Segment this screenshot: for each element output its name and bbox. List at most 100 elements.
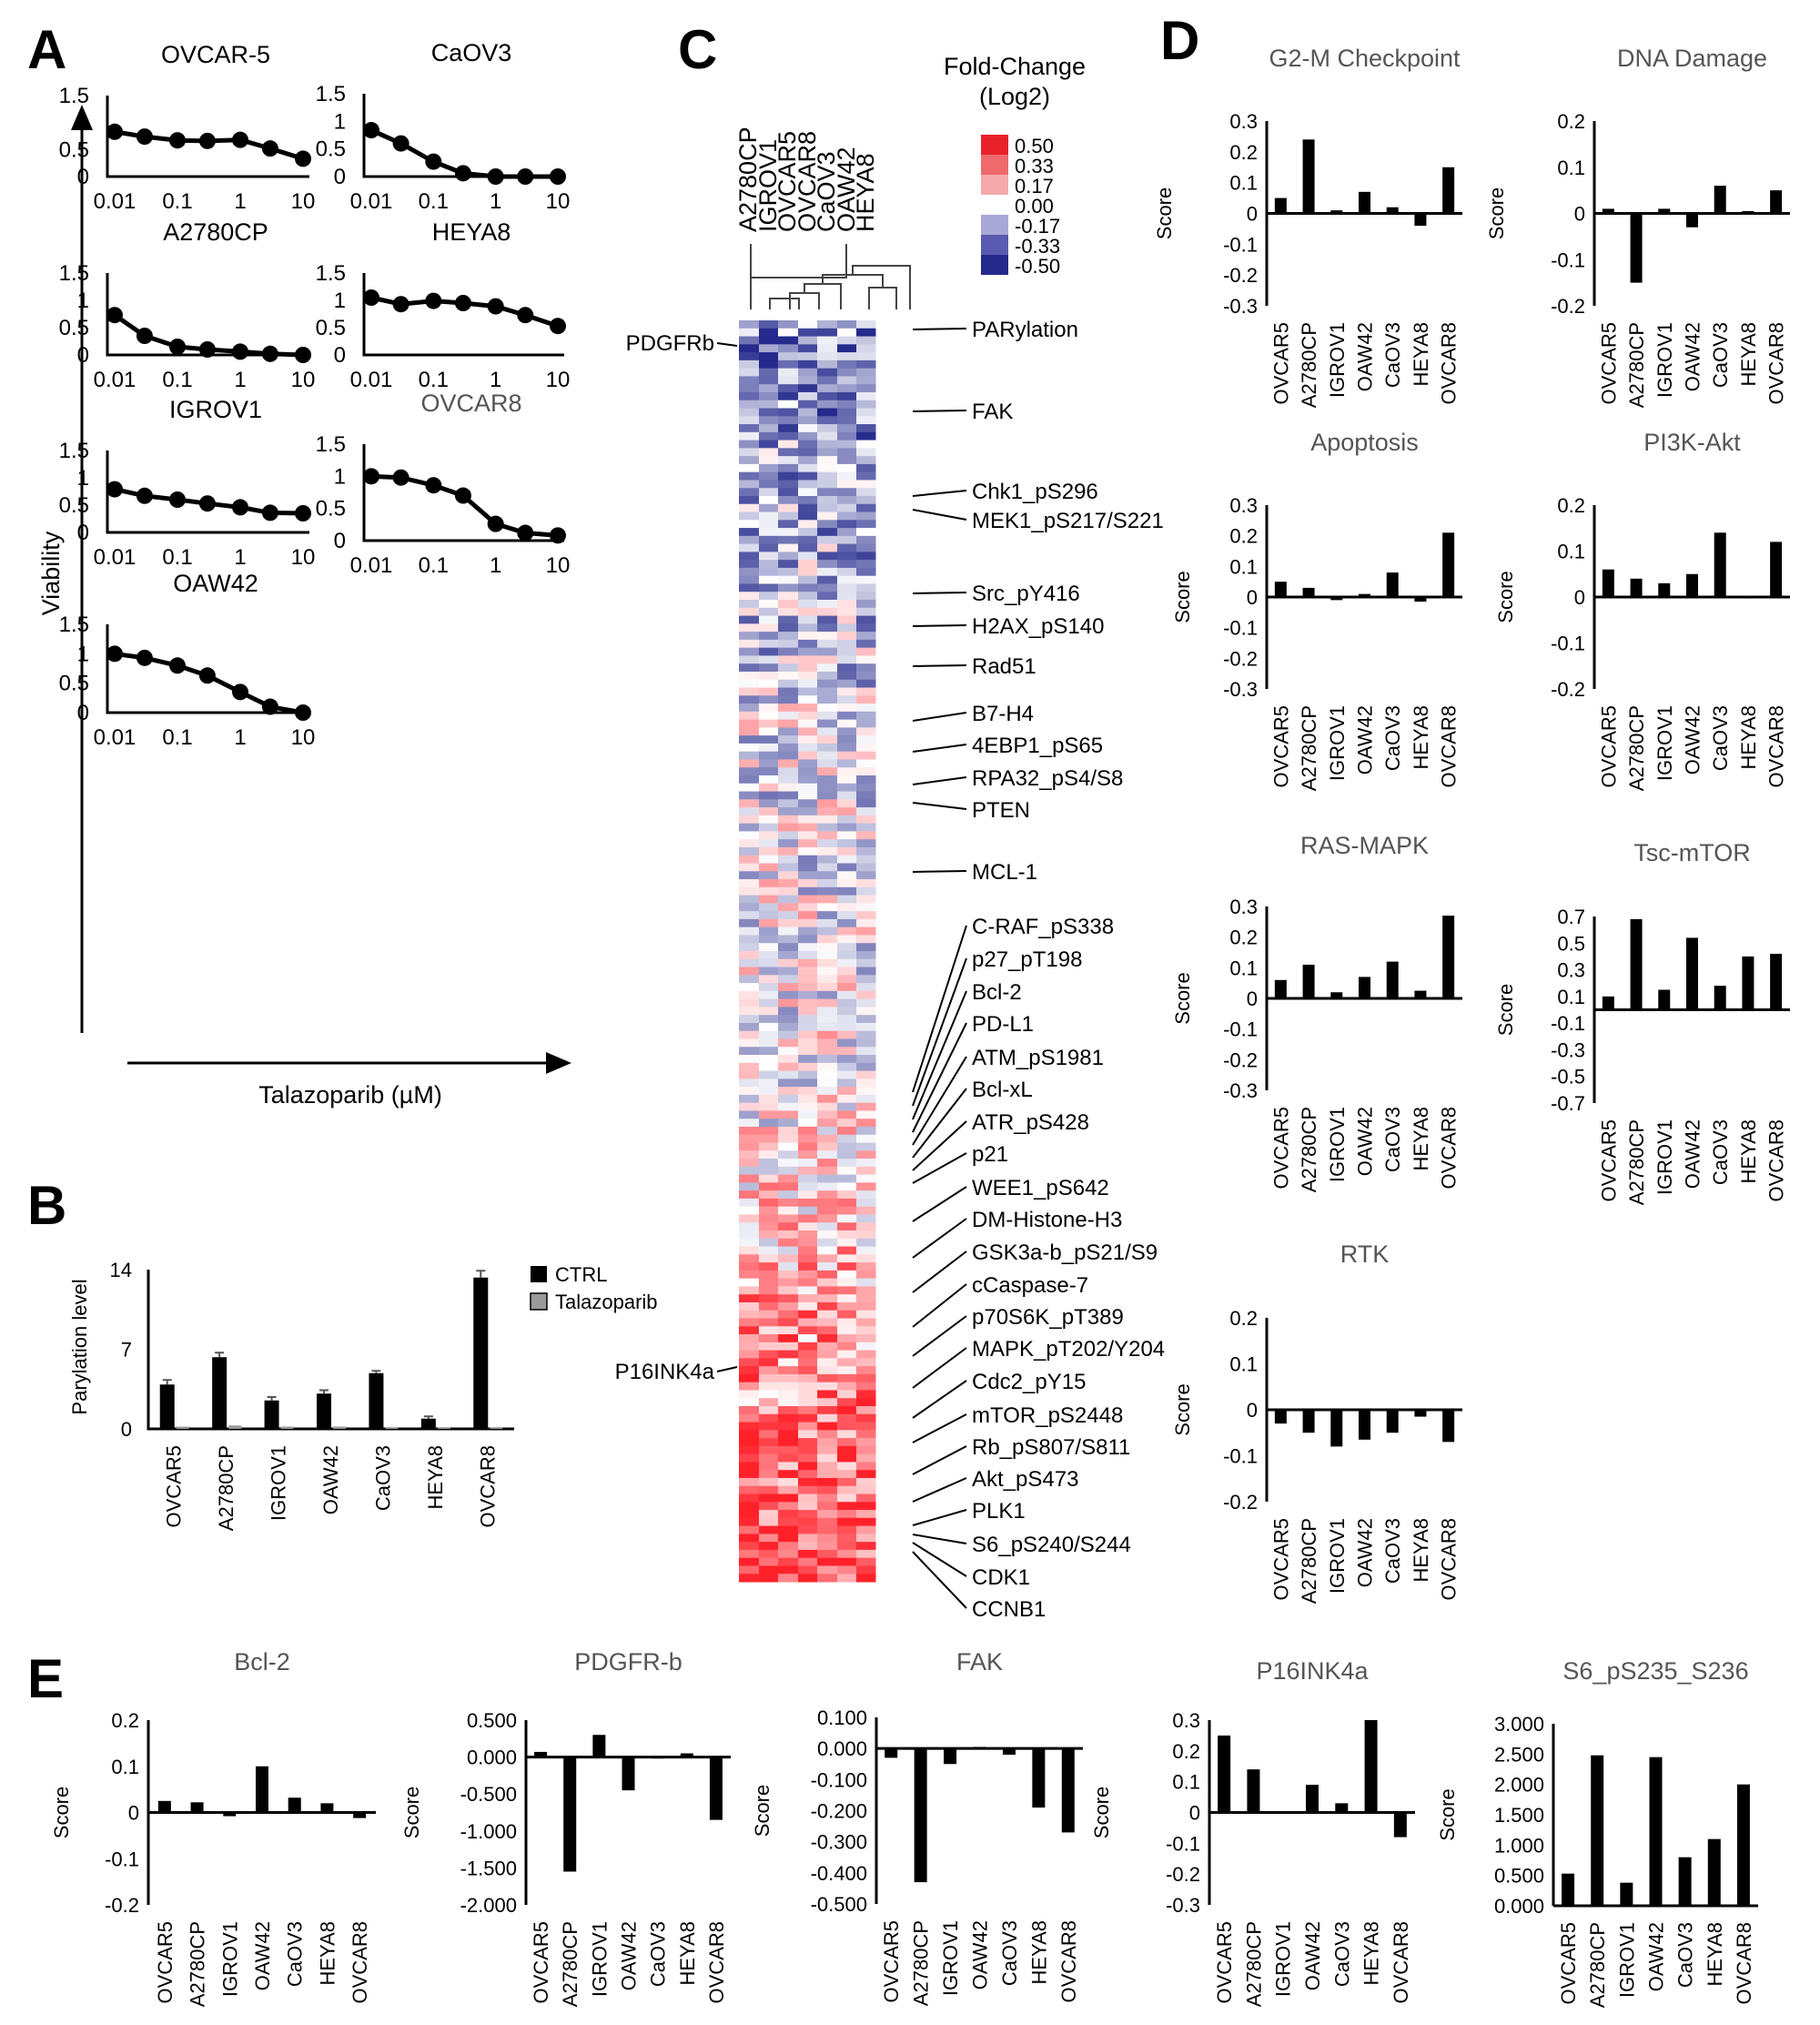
bar-caov3 (651, 1757, 664, 1759)
heatmap-cell (817, 1502, 838, 1511)
heatmap-cell (739, 967, 760, 976)
heatmap-cell (739, 1294, 760, 1303)
x-tick-label: OVCAR5 (163, 1445, 186, 1527)
heatmap-cell (856, 719, 876, 728)
heatmap-cell (759, 600, 779, 609)
heatmap-cell (837, 663, 857, 673)
heatmap-cell (798, 695, 818, 704)
heatmap-cell (739, 592, 760, 601)
heatmap-cell (759, 958, 779, 968)
heatmap-cell (856, 552, 876, 561)
heatmap-cell (856, 320, 876, 329)
x-tick-label: OVCAR5 (1269, 1107, 1292, 1189)
heatmap-cell (837, 863, 857, 872)
heatmap-cell (778, 1342, 799, 1352)
heatmap-cell (817, 1510, 838, 1519)
row-label-leader (912, 1347, 967, 1389)
heatmap-cell (759, 320, 779, 329)
y-axis-label: Score (1494, 984, 1517, 1036)
heatmap-cell (856, 1406, 876, 1415)
heatmap-cell (798, 456, 818, 465)
heatmap-cell (739, 759, 760, 768)
chart-title: Tsc-mTOR (1633, 839, 1751, 866)
heatmap-cell (759, 1517, 779, 1527)
x-tick-label: OVCAR8 (1765, 322, 1788, 404)
heatmap-cell (817, 543, 838, 552)
heatmap-cell (739, 1542, 760, 1551)
bar-talazoparib-caov3 (385, 1427, 399, 1429)
bar-ovcar8 (353, 1812, 367, 1818)
bar-a2780cp (563, 1757, 577, 1872)
heatmap-cell (798, 1166, 818, 1176)
heatmap-cell (856, 1470, 876, 1479)
heatmap-cell (759, 535, 779, 545)
heatmap-cell (817, 1070, 838, 1079)
heatmap-cell (837, 1159, 857, 1168)
y-tick-label: -0.1 (1551, 248, 1585, 271)
heatmap-cell (837, 1294, 857, 1303)
heatmap-cell (817, 480, 838, 489)
heatmap-cell (837, 471, 857, 481)
heatmap-cell (759, 1438, 779, 1447)
x-tick-label: OAW42 (1682, 705, 1704, 775)
data-point (232, 499, 248, 516)
row-label-c-raf-ps338: C-RAF_pS338 (972, 915, 1114, 939)
heatmap-cell (798, 431, 818, 441)
heatmap-cell (837, 1022, 857, 1032)
heatmap-cell (759, 1262, 779, 1271)
heatmap-cell (856, 679, 876, 689)
heatmap-cell (778, 1534, 799, 1543)
heatmap-cell (798, 1485, 818, 1494)
heatmap-cell (778, 503, 799, 513)
heatmap-cell (817, 1222, 838, 1231)
heatmap-cell (856, 783, 876, 793)
heatmap-cell (856, 1022, 876, 1032)
x-tick-label: OAW42 (319, 1445, 342, 1514)
heatmap-cell (778, 903, 799, 912)
x-tick-label: IGROV1 (1653, 322, 1676, 398)
heatmap-cell (817, 1126, 838, 1136)
heatmap-cell (837, 623, 857, 633)
heatmap-cell (817, 1373, 838, 1383)
heatmap-cell (856, 639, 876, 649)
heatmap-cell (837, 463, 857, 473)
heatmap-cell (837, 583, 857, 592)
heatmap-cell (798, 511, 818, 521)
heatmap-cell (798, 480, 818, 489)
heatmap-cell (778, 975, 799, 984)
heatmap-cell (778, 592, 799, 601)
left-label-leader (716, 342, 738, 347)
heatmap-cell (759, 488, 779, 497)
x-tick-label: HEYA8 (1737, 705, 1760, 770)
y-tick-label: -0.3 (1223, 678, 1258, 701)
error-bar (476, 1270, 486, 1278)
heatmap-cell (759, 663, 779, 673)
heatmap-cell (856, 1262, 876, 1271)
heatmap-cell (837, 1007, 857, 1016)
bar-igrov1 (592, 1735, 606, 1757)
heatmap-cell (739, 535, 760, 545)
y-tick-label: 1 (77, 111, 89, 136)
scale-swatch (981, 235, 1008, 255)
heatmap-cell (739, 871, 760, 880)
heatmap-cell (837, 775, 857, 785)
heatmap-cell (817, 384, 838, 393)
heatmap-cell (817, 1525, 838, 1534)
heatmap-cell (837, 615, 857, 624)
heatmap-cell (837, 1557, 857, 1566)
heatmap-cell (739, 1301, 760, 1311)
heatmap-cell (739, 384, 760, 393)
heatmap-cell (856, 1502, 876, 1511)
heatmap-cell (759, 368, 779, 377)
row-label-leader (912, 957, 967, 1107)
heatmap-cell (759, 344, 779, 353)
heatmap-cell (798, 1110, 818, 1119)
heatmap-cell (798, 775, 818, 785)
scale-swatch (981, 155, 1008, 175)
heatmap-cell (798, 871, 818, 880)
bar-ctrl-igrov1 (264, 1400, 279, 1429)
chart-title: P16INK4a (1256, 1657, 1369, 1685)
chart-title: PDGFR-b (574, 1648, 682, 1676)
x-tick-label: HEYA8 (1027, 1920, 1050, 1985)
heatmap-cell (759, 1445, 779, 1455)
